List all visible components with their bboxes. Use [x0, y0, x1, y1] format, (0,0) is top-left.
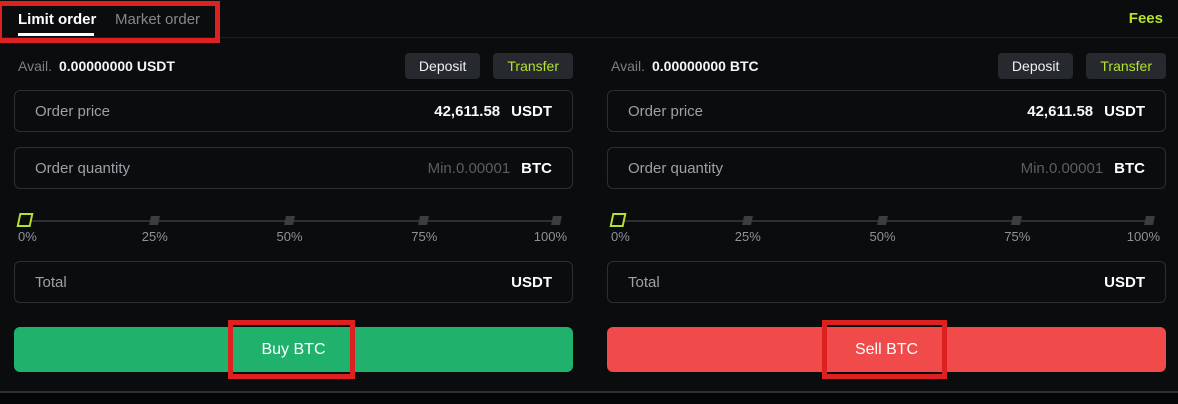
sell-order-quantity-label: Order quantity	[628, 159, 724, 177]
buy-slider-rail	[16, 213, 562, 255]
sell-slider-rail	[609, 213, 1155, 255]
buy-order-quantity-label: Order quantity	[35, 159, 131, 177]
annotation-box-sell-button	[822, 320, 947, 379]
sell-order-quantity-input[interactable]: Order quantity Min.0.00001 BTC	[607, 147, 1166, 189]
sell-order-price-label: Order price	[628, 102, 704, 120]
tab-market-order[interactable]: Market order	[115, 11, 200, 28]
buy-order-quantity-placeholder: Min.0.00001	[427, 159, 511, 177]
sell-avail-label: Avail.	[611, 58, 645, 74]
sell-slider-handle[interactable]	[609, 213, 627, 227]
buy-slider-label-0[interactable]: 0%	[18, 229, 37, 244]
sell-slider-labels: 0% 25% 50% 75% 100%	[611, 229, 1160, 245]
sell-order-price-unit: USDT	[1104, 102, 1145, 120]
sell-total-unit: USDT	[1104, 273, 1145, 291]
buy-available-row: Avail. 0.00000000 USDT Deposit Transfer	[14, 53, 573, 79]
sell-order-price-value: 42,611.58	[1027, 102, 1094, 120]
bottom-strip	[0, 393, 1178, 404]
tab-limit-order-label: Limit order	[18, 11, 97, 28]
buy-total-unit: USDT	[511, 273, 552, 291]
buy-avail-label: Avail.	[18, 58, 52, 74]
sell-slider-label-50[interactable]: 50%	[869, 229, 896, 244]
buy-slider-tick-75[interactable]	[418, 216, 430, 225]
sell-slider-label-25[interactable]: 25%	[734, 229, 761, 244]
buy-slider-label-100[interactable]: 100%	[533, 229, 567, 244]
buy-percent-slider[interactable]: 0% 25% 50% 75% 100%	[14, 205, 573, 245]
sell-deposit-button[interactable]: Deposit	[997, 53, 1074, 79]
sell-btc-button[interactable]: Sell BTC	[607, 327, 1166, 372]
sell-order-price-input[interactable]: Order price 42,611.58 USDT	[607, 90, 1166, 132]
buy-form: Avail. 0.00000000 USDT Deposit Transfer …	[14, 45, 573, 372]
sell-slider-label-75[interactable]: 75%	[1004, 229, 1031, 244]
sell-total-label: Total	[628, 273, 660, 291]
buy-order-quantity-input[interactable]: Order quantity Min.0.00001 BTC	[14, 147, 573, 189]
sell-slider-label-0[interactable]: 0%	[611, 229, 630, 244]
sell-transfer-button[interactable]: Transfer	[1086, 53, 1166, 79]
buy-order-price-label: Order price	[35, 102, 111, 120]
sell-form: Avail. 0.00000000 BTC Deposit Transfer O…	[607, 45, 1166, 372]
buy-slider-label-75[interactable]: 75%	[411, 229, 438, 244]
buy-transfer-button[interactable]: Transfer	[493, 53, 573, 79]
tab-limit-order[interactable]: Limit order	[18, 11, 97, 36]
sell-order-quantity-unit: BTC	[1114, 159, 1145, 177]
sell-slider-tick-100[interactable]	[1144, 216, 1155, 225]
order-type-tabbar: Limit order Market order Fees	[0, 0, 1178, 38]
buy-order-quantity-unit: BTC	[521, 159, 552, 177]
buy-slider-label-50[interactable]: 50%	[276, 229, 303, 244]
sell-available-row: Avail. 0.00000000 BTC Deposit Transfer	[607, 53, 1166, 79]
annotation-box-buy-button	[228, 320, 355, 379]
buy-slider-tick-50[interactable]	[283, 216, 295, 225]
sell-slider-label-100[interactable]: 100%	[1126, 229, 1160, 244]
buy-avail-value: 0.00000000 USDT	[58, 58, 175, 74]
buy-btc-button[interactable]: Buy BTC	[14, 327, 573, 372]
buy-slider-label-25[interactable]: 25%	[141, 229, 168, 244]
fees-link[interactable]: Fees	[1128, 10, 1163, 27]
sell-slider-tick-75[interactable]	[1011, 216, 1023, 225]
buy-slider-tick-25[interactable]	[148, 216, 160, 225]
buy-total-input[interactable]: Total USDT	[14, 261, 573, 303]
buy-order-price-value: 42,611.58	[434, 102, 501, 120]
sell-order-quantity-placeholder: Min.0.00001	[1020, 159, 1104, 177]
tab-market-order-label: Market order	[115, 11, 201, 28]
buy-slider-tick-100[interactable]	[551, 216, 562, 225]
sell-slider-tick-50[interactable]	[876, 216, 888, 225]
buy-slider-handle[interactable]	[16, 213, 34, 227]
buy-order-price-input[interactable]: Order price 42,611.58 USDT	[14, 90, 573, 132]
buy-deposit-button[interactable]: Deposit	[404, 53, 481, 79]
sell-slider-tick-25[interactable]	[741, 216, 753, 225]
sell-avail-value: 0.00000000 BTC	[651, 58, 759, 74]
buy-total-label: Total	[35, 273, 67, 291]
sell-total-input[interactable]: Total USDT	[607, 261, 1166, 303]
buy-order-price-unit: USDT	[511, 102, 552, 120]
buy-slider-labels: 0% 25% 50% 75% 100%	[18, 229, 567, 245]
bottom-divider	[0, 391, 1178, 393]
annotation-box-tabs	[0, 1, 220, 43]
sell-percent-slider[interactable]: 0% 25% 50% 75% 100%	[607, 205, 1166, 245]
active-tab-underline	[18, 33, 94, 36]
